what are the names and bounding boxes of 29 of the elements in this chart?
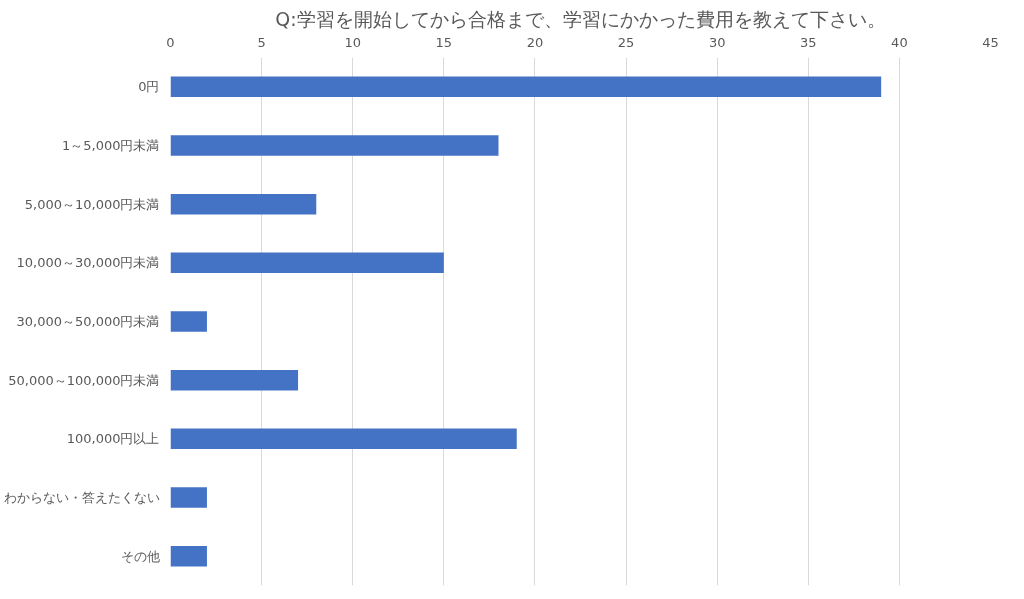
bar bbox=[170, 135, 499, 156]
bar bbox=[170, 76, 882, 98]
y-tick-label: 5,000～10,000円未満 bbox=[24, 196, 160, 212]
bar bbox=[170, 369, 299, 391]
x-tick-label: 40 bbox=[891, 34, 908, 50]
x-tick-label: 10 bbox=[344, 34, 361, 50]
y-tick-label: その他 bbox=[120, 548, 160, 564]
chart-title: Q:学習を開始してから合格まで、学習にかかった費用を教えて下さい。 bbox=[275, 7, 886, 30]
x-tick-label: 30 bbox=[708, 34, 726, 50]
y-tick-label: 50,000～100,000円未満 bbox=[8, 372, 160, 388]
x-tick-label: 0 bbox=[166, 34, 175, 50]
y-tick-label: 30,000～50,000円未満 bbox=[16, 314, 160, 329]
y-tick-label: わからない・答えたくない bbox=[3, 490, 160, 505]
x-tick-label: 35 bbox=[800, 34, 817, 50]
y-tick-label: 10,000～30,000円未満 bbox=[16, 255, 160, 271]
bar bbox=[170, 252, 444, 274]
y-tick-label: 100,000円以上 bbox=[66, 431, 160, 447]
bar bbox=[170, 487, 207, 508]
x-tick-label: 20 bbox=[526, 34, 544, 50]
x-tick-label: 25 bbox=[617, 34, 635, 50]
y-tick-label: 0円 bbox=[138, 79, 160, 95]
bar bbox=[170, 545, 207, 567]
bar bbox=[170, 193, 317, 215]
y-tick-label: 1～5,000円未満 bbox=[62, 138, 160, 153]
x-tick-label: 15 bbox=[435, 34, 453, 50]
bar bbox=[170, 428, 517, 450]
bar bbox=[170, 311, 207, 332]
x-tick-label: 5 bbox=[257, 34, 266, 50]
x-tick-label: 45 bbox=[982, 34, 999, 50]
